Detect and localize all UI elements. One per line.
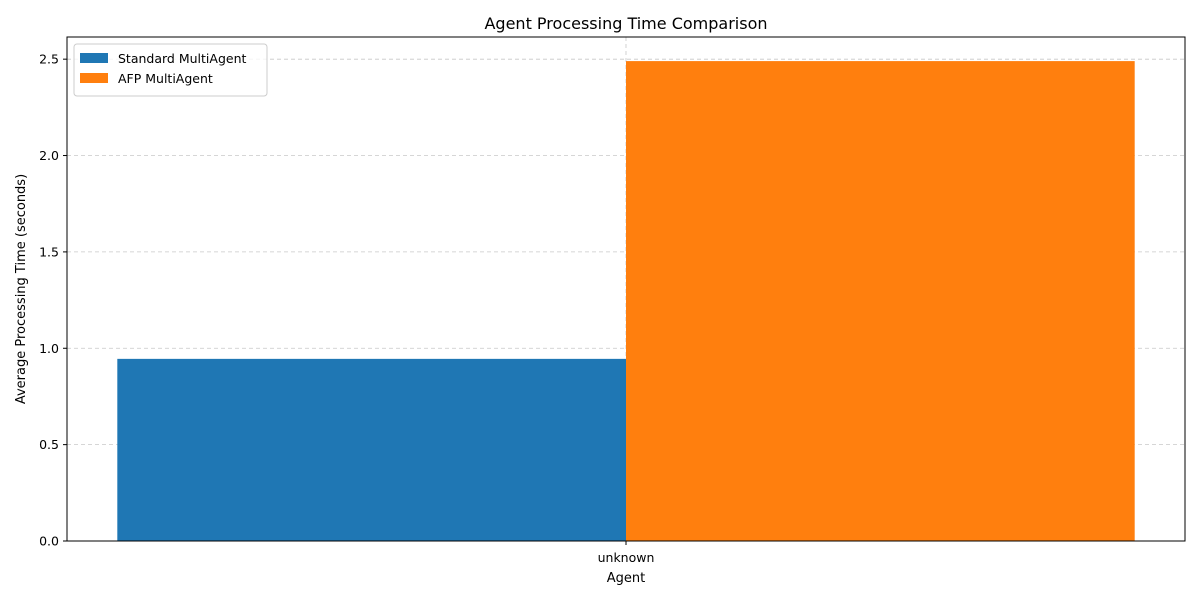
- x-axis-label: Agent: [607, 571, 645, 586]
- y-tick-label: 2.0: [39, 148, 59, 163]
- legend-swatch: [80, 53, 108, 63]
- y-axis-label: Average Processing Time (seconds): [14, 174, 29, 404]
- y-tick-label: 1.0: [39, 341, 59, 356]
- y-tick-label: 1.5: [39, 244, 59, 259]
- bar-standard-multiagent: [117, 358, 626, 541]
- x-tick-label: unknown: [598, 550, 655, 565]
- y-tick-label: 0.5: [39, 437, 59, 452]
- legend-label: AFP MultiAgent: [118, 71, 213, 86]
- legend-box: [73, 43, 268, 97]
- legend-swatch: [80, 73, 108, 83]
- chart-title: Agent Processing Time Comparison: [484, 14, 767, 33]
- legend-label: Standard MultiAgent: [118, 51, 246, 66]
- y-tick-label: 2.5: [39, 52, 59, 67]
- legend: Standard MultiAgent AFP MultiAgent: [73, 43, 268, 97]
- bar-afp-multiagent: [626, 61, 1135, 542]
- bar-layer: [117, 61, 1135, 542]
- axis-layer: 0.0 0.5 1.0 1.5 2.0 2.5 unknown: [39, 36, 1186, 565]
- y-tick-label: 0.0: [39, 534, 59, 549]
